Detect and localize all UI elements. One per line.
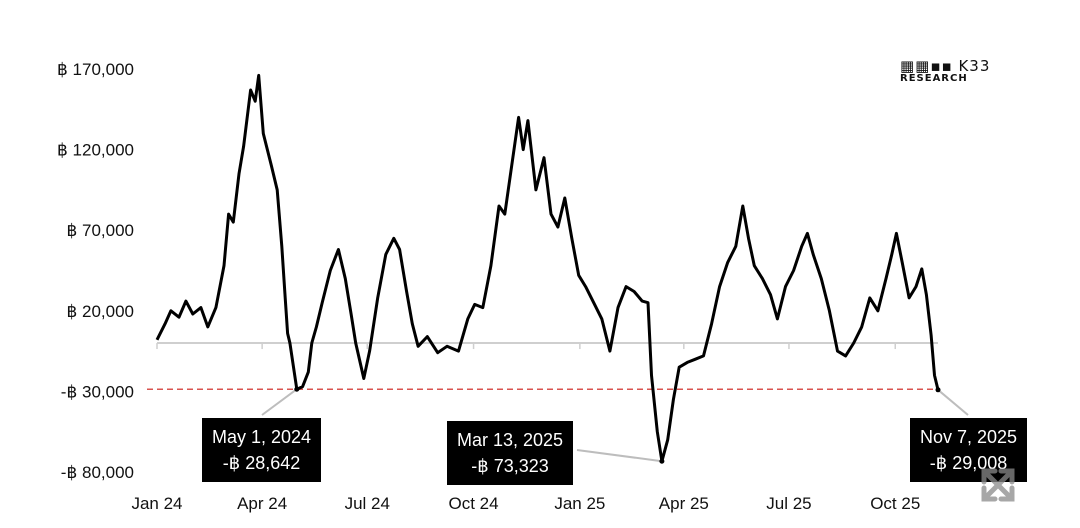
- annotation-date: May 1, 2024: [212, 427, 312, 447]
- x-tick-label: Jul 25: [766, 494, 811, 513]
- annotation-date: Mar 13, 2025: [457, 430, 564, 450]
- y-tick-label: ฿ 170,000: [57, 60, 134, 79]
- chart-svg: ฿ 170,000 ฿ 120,000 ฿ 70,000 ฿ 20,000 -฿ 30,…: [57, 60, 969, 513]
- x-tick-label: Jul 24: [345, 494, 390, 513]
- y-tick-label: ฿ 70,000: [66, 221, 134, 240]
- y-tick-label: -฿ 80,000: [61, 463, 134, 482]
- y-tick-label: ฿ 20,000: [66, 302, 134, 321]
- x-tick-label: Jan 24: [131, 494, 182, 513]
- x-tick-label: Oct 24: [449, 494, 499, 513]
- annotation-callout-1: May 1, 2024 -฿ 28,642: [202, 418, 322, 482]
- annotation-callout-2: Mar 13, 2025 -฿ 73,323: [447, 421, 574, 485]
- series-line: [155, 73, 940, 463]
- y-tick-label: ฿ 120,000: [57, 141, 134, 160]
- k33-research-logo: ▦▦▪▪ K33 RESEARCH: [900, 57, 990, 84]
- annotation-date: Nov 7, 2025: [920, 427, 1018, 447]
- annotation-value: -฿ 28,642: [222, 453, 301, 473]
- x-tick-label: Jan 25: [554, 494, 605, 513]
- expand-arrows-icon[interactable]: [975, 462, 1021, 508]
- logo-glyph: ▦▦▪▪: [900, 57, 959, 75]
- logo-name: K33: [958, 57, 991, 75]
- annotation-leader: [261, 388, 298, 416]
- x-tick-label: Apr 25: [659, 494, 709, 513]
- annotation-leader: [937, 389, 969, 416]
- annotation-value: -฿ 29,008: [929, 453, 1008, 473]
- logo-subtitle: RESEARCH: [900, 73, 968, 84]
- annotation-point: [294, 386, 300, 392]
- annotation-point: [935, 387, 941, 393]
- annotation-leader: [576, 449, 663, 463]
- x-tick-label: Apr 24: [237, 494, 287, 513]
- y-tick-label: -฿ 30,000: [61, 382, 134, 401]
- x-tick-label: Oct 25: [870, 494, 920, 513]
- annotation-value: -฿ 73,323: [471, 456, 549, 476]
- annotation-point: [659, 458, 665, 464]
